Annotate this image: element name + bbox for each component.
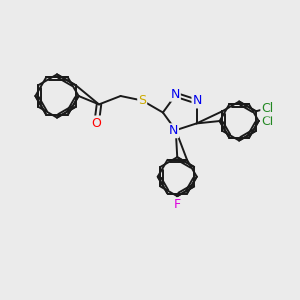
Text: Cl: Cl	[261, 102, 274, 116]
Text: N: N	[170, 88, 180, 101]
Text: N: N	[193, 94, 202, 107]
Text: F: F	[174, 198, 181, 211]
Text: O: O	[92, 116, 101, 130]
Text: S: S	[138, 94, 146, 107]
Text: Cl: Cl	[261, 115, 273, 128]
Text: N: N	[169, 124, 178, 137]
